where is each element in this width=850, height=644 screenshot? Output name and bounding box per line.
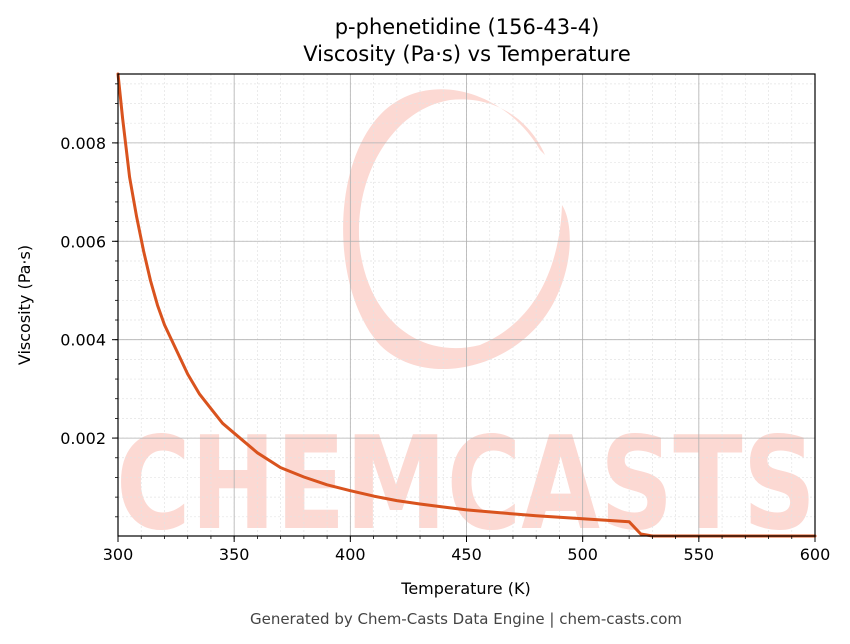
x-tick-label: 400	[335, 545, 366, 564]
x-tick-label: 450	[451, 545, 482, 564]
chart-title: p-phenetidine (156-43-4)	[335, 15, 600, 39]
x-axis-label: Temperature (K)	[400, 579, 530, 598]
y-tick-label: 0.006	[60, 232, 106, 251]
y-tick-label: 0.002	[60, 429, 106, 448]
x-tick-label: 550	[684, 545, 715, 564]
watermark-text: CHEMCASTS	[116, 410, 816, 559]
chart-subtitle: Viscosity (Pa·s) vs Temperature	[303, 42, 631, 66]
x-tick-label: 600	[800, 545, 831, 564]
x-tick-label: 300	[103, 545, 134, 564]
watermark: CHEMCASTS	[116, 89, 816, 559]
y-tick-label: 0.004	[60, 331, 106, 350]
series-line	[116, 72, 817, 538]
y-axis-label: Viscosity (Pa·s)	[15, 245, 34, 365]
y-tick-label: 0.008	[60, 134, 106, 153]
x-axis: 300 350 400 450 500 550 600	[103, 536, 831, 564]
x-tick-label: 500	[567, 545, 598, 564]
watermark-swirl	[343, 89, 570, 370]
y-axis: 0.002 0.004 0.006 0.008	[60, 83, 118, 518]
footer-credit: Generated by Chem-Casts Data Engine | ch…	[250, 610, 682, 628]
x-tick-label: 350	[219, 545, 250, 564]
